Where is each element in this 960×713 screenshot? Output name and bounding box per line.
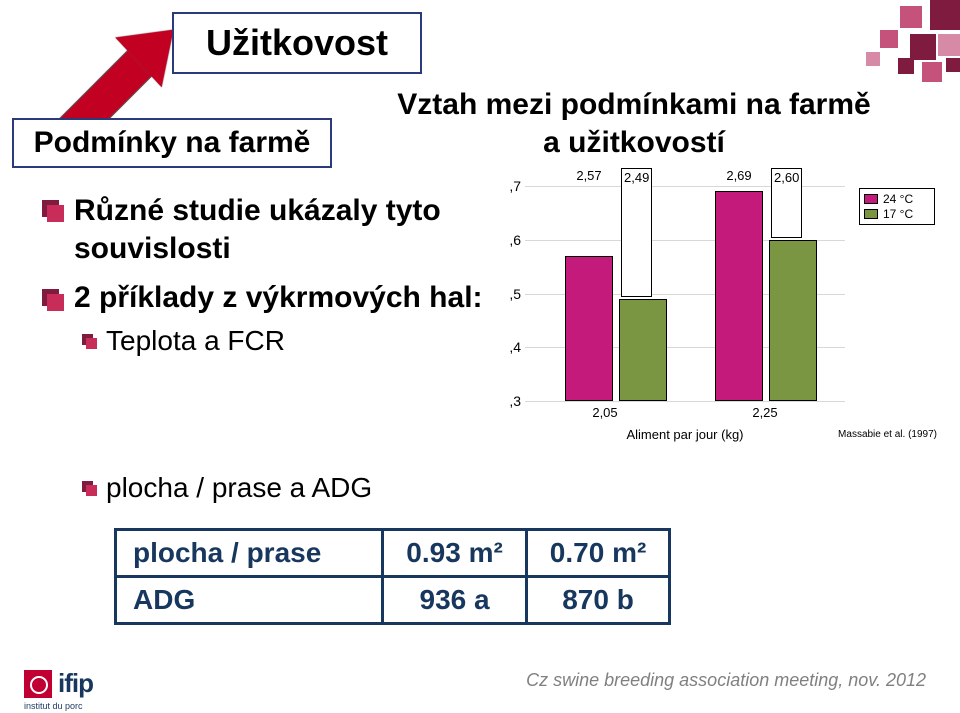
conditions-text: Podmínky na farmě xyxy=(34,126,311,160)
ifip-logo: ifip xyxy=(24,668,93,699)
cell: 870 b xyxy=(526,577,670,624)
subtitle-line1: Vztah mezi podmínkami na farmě xyxy=(354,86,914,124)
fcr-chart: ,3,4,5,6,72,572,492,692,60 2,05 2,25 Ali… xyxy=(495,186,935,446)
logo-mark xyxy=(24,670,52,698)
adg-table: plocha / prase 0.93 m² 0.70 m² ADG 936 a… xyxy=(114,528,671,625)
bullet-2: 2 příklady z výkrmových hal: xyxy=(42,281,502,315)
cell: 0.93 m² xyxy=(383,530,527,577)
table-row: plocha / prase 0.93 m² 0.70 m² xyxy=(116,530,670,577)
bullet-3b-text: plocha / prase a ADG xyxy=(106,472,372,504)
slide: Užitkovost Podmínky na farmě Vztah mezi … xyxy=(0,0,960,713)
mini-bullet-icon xyxy=(82,481,96,495)
title-text: Užitkovost xyxy=(206,22,388,64)
cell: 936 a xyxy=(383,577,527,624)
bullet-icon xyxy=(42,289,62,309)
chart-xlabel: Aliment par jour (kg) xyxy=(525,427,845,442)
footer-citation: Cz swine breeding association meeting, n… xyxy=(526,670,926,691)
bullet-3b: plocha / prase a ADG xyxy=(82,472,372,504)
xcat-1: 2,25 xyxy=(752,405,777,420)
conditions-box: Podmínky na farmě xyxy=(12,118,332,168)
chart-legend: 24 °C17 °C xyxy=(859,188,935,225)
mini-bullet-icon xyxy=(82,334,96,348)
corner-mosaic xyxy=(810,0,960,90)
title-box: Užitkovost xyxy=(172,12,422,74)
subtitle-line2: a užitkovostí xyxy=(354,124,914,162)
cell: plocha / prase xyxy=(116,530,383,577)
bullet-1-line1: Různé studie ukázaly tyto xyxy=(74,192,441,230)
chart-citation: Massabie et al. (1997) xyxy=(838,429,937,440)
bullet-icon xyxy=(42,200,62,220)
bullet-1: Různé studie ukázaly tyto souvislosti xyxy=(42,192,502,267)
logo-subtext: institut du porc xyxy=(24,701,83,711)
cell: ADG xyxy=(116,577,383,624)
bullet-list: Různé studie ukázaly tyto souvislosti 2 … xyxy=(42,192,502,357)
subtitle: Vztah mezi podmínkami na farmě a užitkov… xyxy=(354,86,914,161)
cell: 0.70 m² xyxy=(526,530,670,577)
logo-text: ifip xyxy=(58,668,93,699)
chart-plot-area: ,3,4,5,6,72,572,492,692,60 xyxy=(525,186,845,401)
bullet-3a: Teplota a FCR xyxy=(82,325,502,357)
table-row: ADG 936 a 870 b xyxy=(116,577,670,624)
chart-xaxis: 2,05 2,25 xyxy=(525,405,845,420)
bullet-1-line2: souvislosti xyxy=(74,230,441,268)
bullet-2-text: 2 příklady z výkrmových hal: xyxy=(74,281,483,315)
bullet-3a-text: Teplota a FCR xyxy=(106,325,285,357)
xcat-0: 2,05 xyxy=(592,405,617,420)
